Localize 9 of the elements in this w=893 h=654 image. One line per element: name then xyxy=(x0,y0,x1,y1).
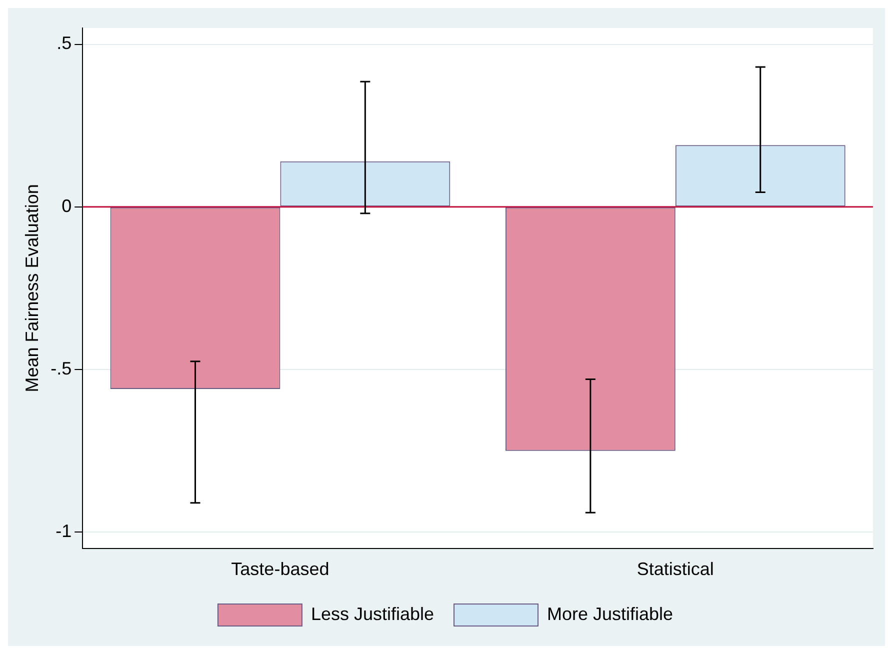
y-tick-label: -1 xyxy=(56,521,72,542)
y-tick-label: -.5 xyxy=(50,358,72,378)
legend-label: More Justifiable xyxy=(547,604,674,624)
x-tick-label: Statistical xyxy=(636,559,714,580)
y-tick-label: .5 xyxy=(56,33,72,54)
y-tick-label: 0 xyxy=(62,196,72,216)
y-axis-title: Mean Fairness Evaluation xyxy=(22,184,42,392)
legend-label: Less Justifiable xyxy=(310,604,434,624)
x-tick-label: Taste-based xyxy=(231,559,330,580)
